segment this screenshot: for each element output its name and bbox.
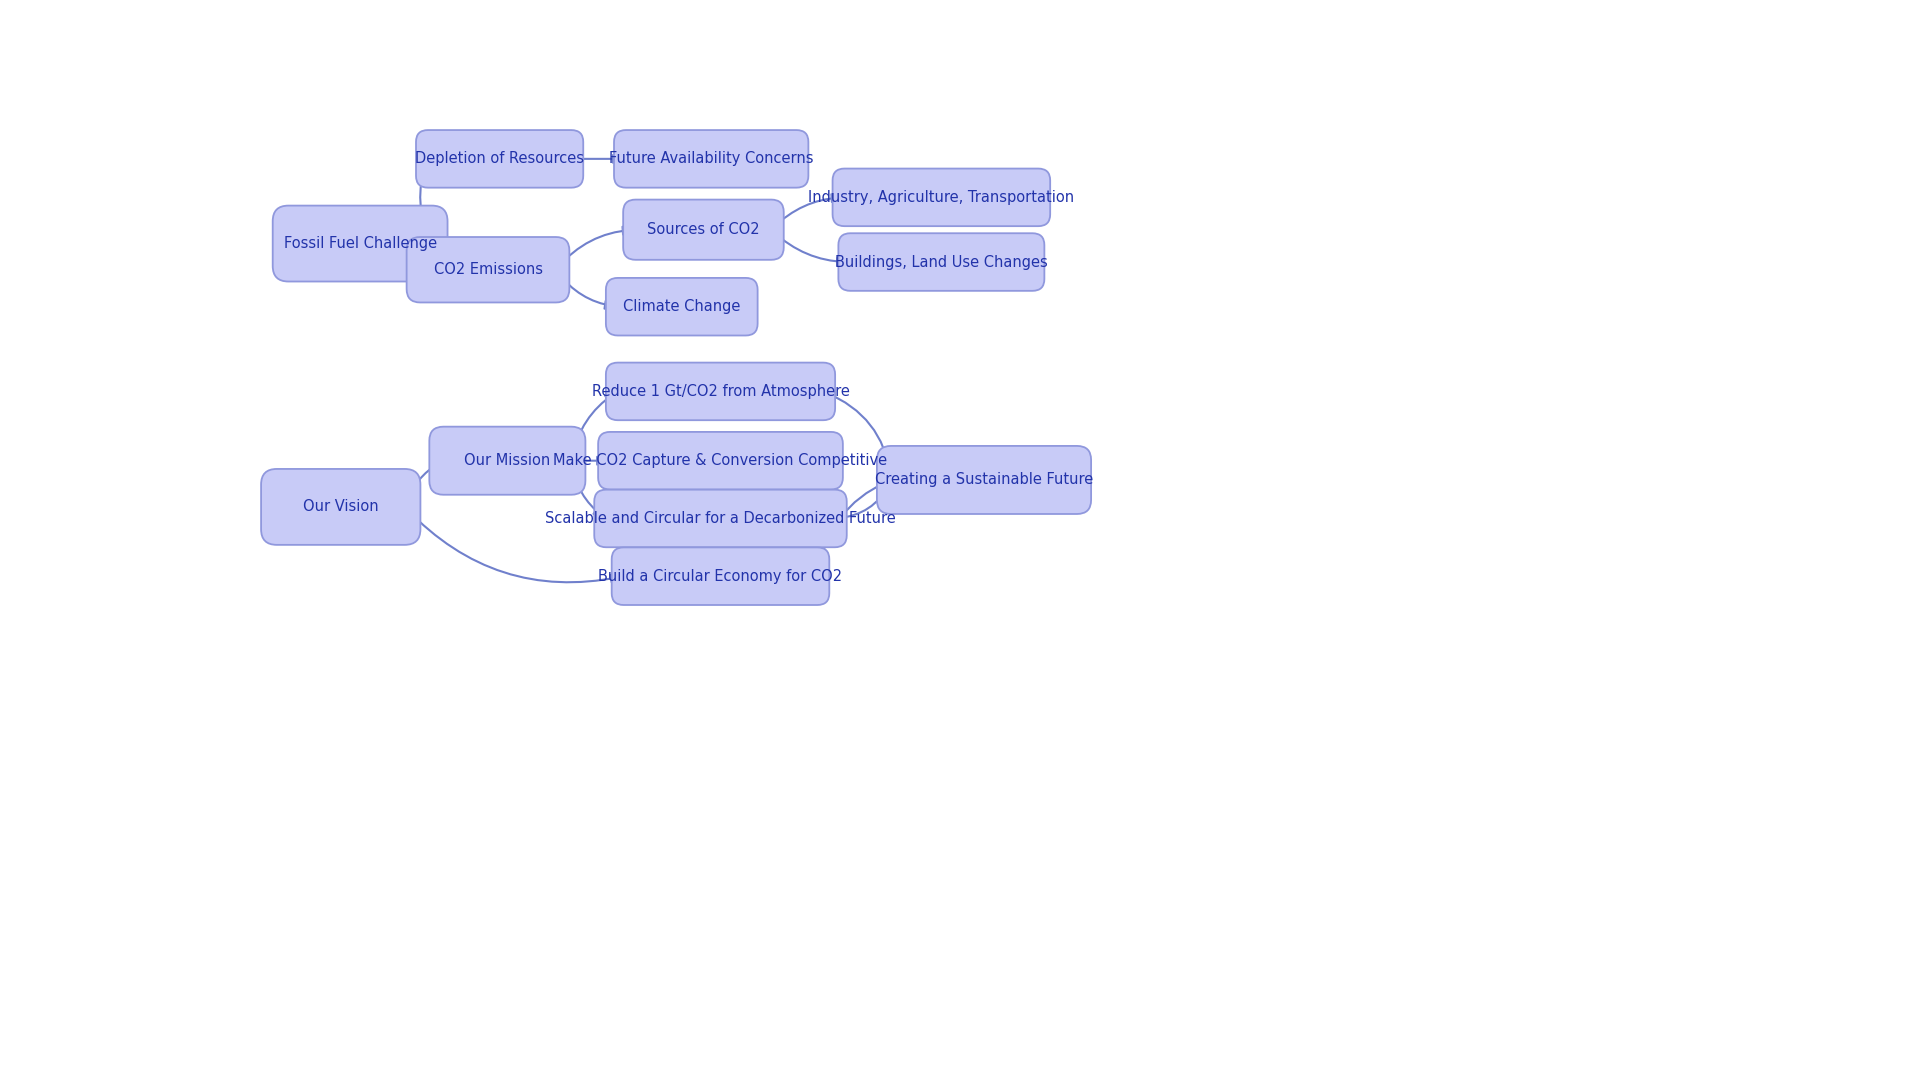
Text: Build a Circular Economy for CO2: Build a Circular Economy for CO2 [599,569,843,583]
FancyBboxPatch shape [877,446,1091,514]
FancyBboxPatch shape [430,427,586,495]
Text: Fossil Fuel Challenge: Fossil Fuel Challenge [284,237,436,251]
FancyBboxPatch shape [261,469,420,545]
FancyBboxPatch shape [273,205,447,282]
FancyBboxPatch shape [599,432,843,489]
FancyBboxPatch shape [417,130,584,188]
FancyBboxPatch shape [624,200,783,260]
FancyBboxPatch shape [595,489,847,548]
FancyBboxPatch shape [614,130,808,188]
Text: Industry, Agriculture, Transportation: Industry, Agriculture, Transportation [808,190,1075,205]
Text: Our Vision: Our Vision [303,499,378,514]
Text: Depletion of Resources: Depletion of Resources [415,151,584,166]
Text: Sources of CO2: Sources of CO2 [647,222,760,238]
FancyBboxPatch shape [607,363,835,420]
Text: Make CO2 Capture & Conversion Competitive: Make CO2 Capture & Conversion Competitiv… [553,454,887,469]
FancyBboxPatch shape [607,278,758,336]
Text: Creating a Sustainable Future: Creating a Sustainable Future [876,472,1092,487]
FancyBboxPatch shape [612,548,829,605]
Text: Reduce 1 Gt/CO2 from Atmosphere: Reduce 1 Gt/CO2 from Atmosphere [591,383,849,399]
FancyBboxPatch shape [839,233,1044,291]
Text: Scalable and Circular for a Decarbonized Future: Scalable and Circular for a Decarbonized… [545,511,897,526]
FancyBboxPatch shape [833,168,1050,226]
Text: Our Mission: Our Mission [465,454,551,469]
FancyBboxPatch shape [407,237,570,302]
Text: CO2 Emissions: CO2 Emissions [434,262,543,278]
Text: Buildings, Land Use Changes: Buildings, Land Use Changes [835,255,1048,270]
Text: Climate Change: Climate Change [624,299,741,314]
Text: Future Availability Concerns: Future Availability Concerns [609,151,814,166]
